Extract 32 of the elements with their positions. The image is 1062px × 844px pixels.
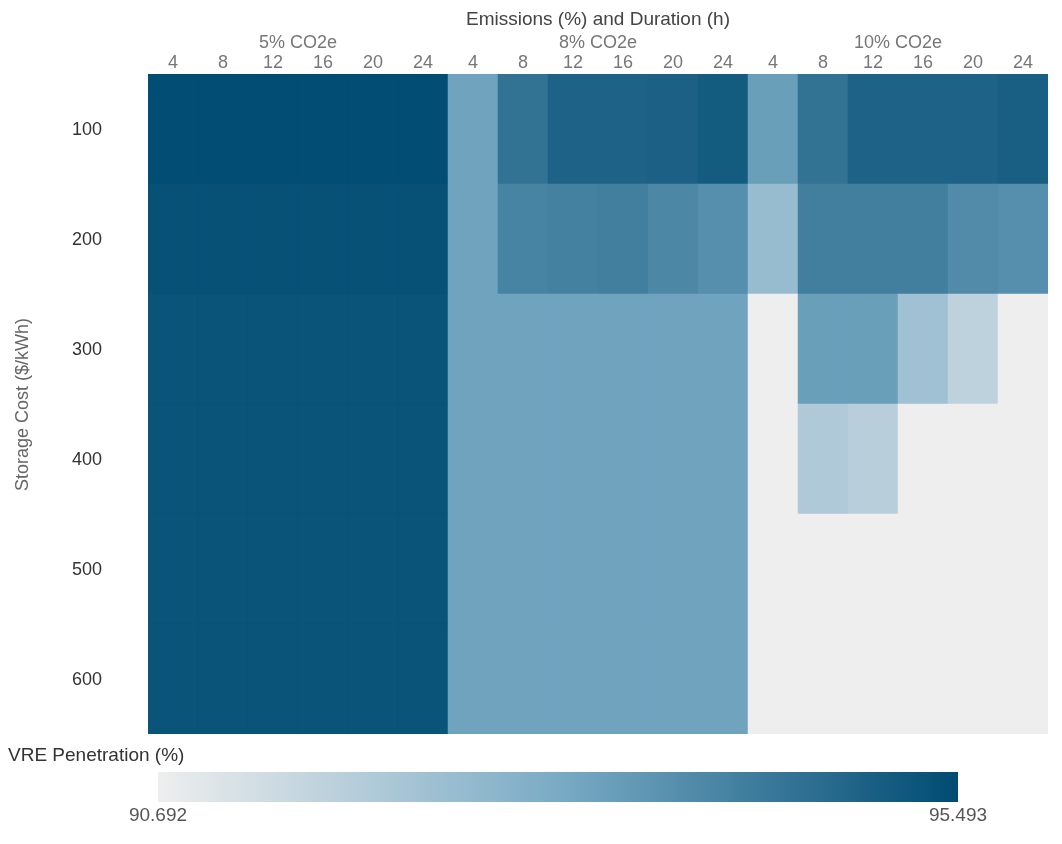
- x-axis-title: Emissions (%) and Duration (h): [465, 8, 731, 31]
- y-tick-label: 500: [71, 559, 102, 580]
- x-tick-label: 24: [712, 52, 734, 72]
- color-bar-label: 90.692: [128, 804, 188, 826]
- x-tick-label: 8: [217, 52, 229, 72]
- x-tick-label: 4: [467, 52, 479, 72]
- y-tick-label: 600: [71, 669, 102, 690]
- x-tick-label: 16: [312, 52, 334, 72]
- x-tick-label: 16: [912, 52, 934, 72]
- y-tick-label: 400: [71, 449, 102, 470]
- x-tick-label: 8: [817, 52, 829, 72]
- text: 5% CO2e: [257, 32, 338, 52]
- x-tick-label: 24: [412, 52, 434, 72]
- x-tick-label: 24: [1012, 52, 1034, 72]
- x-tick-label: 4: [167, 52, 179, 72]
- x-tick-label: 12: [262, 52, 284, 72]
- text: 10% CO2e: [852, 32, 944, 52]
- color-bar-title: VRE Penetration (%): [8, 744, 186, 766]
- x-tick-label: 20: [362, 52, 384, 72]
- y-tick-label: 100: [71, 119, 102, 140]
- x-tick-label: 16: [612, 52, 634, 72]
- x-tick-label: 20: [662, 52, 684, 72]
- y-tick-label: 200: [71, 229, 102, 250]
- text: 8% CO2e: [557, 32, 638, 52]
- x-tick-label: 8: [517, 52, 529, 72]
- y-tick-label: 300: [71, 339, 102, 360]
- x-tick-label: 12: [562, 52, 584, 72]
- x-tick-label: 12: [862, 52, 884, 72]
- x-tick-label: 20: [962, 52, 984, 72]
- color-bar-label: 95.493: [928, 804, 988, 826]
- y-axis-title: Storage Cost ($/kWh): [12, 317, 34, 491]
- x-tick-label: 4: [767, 52, 779, 72]
